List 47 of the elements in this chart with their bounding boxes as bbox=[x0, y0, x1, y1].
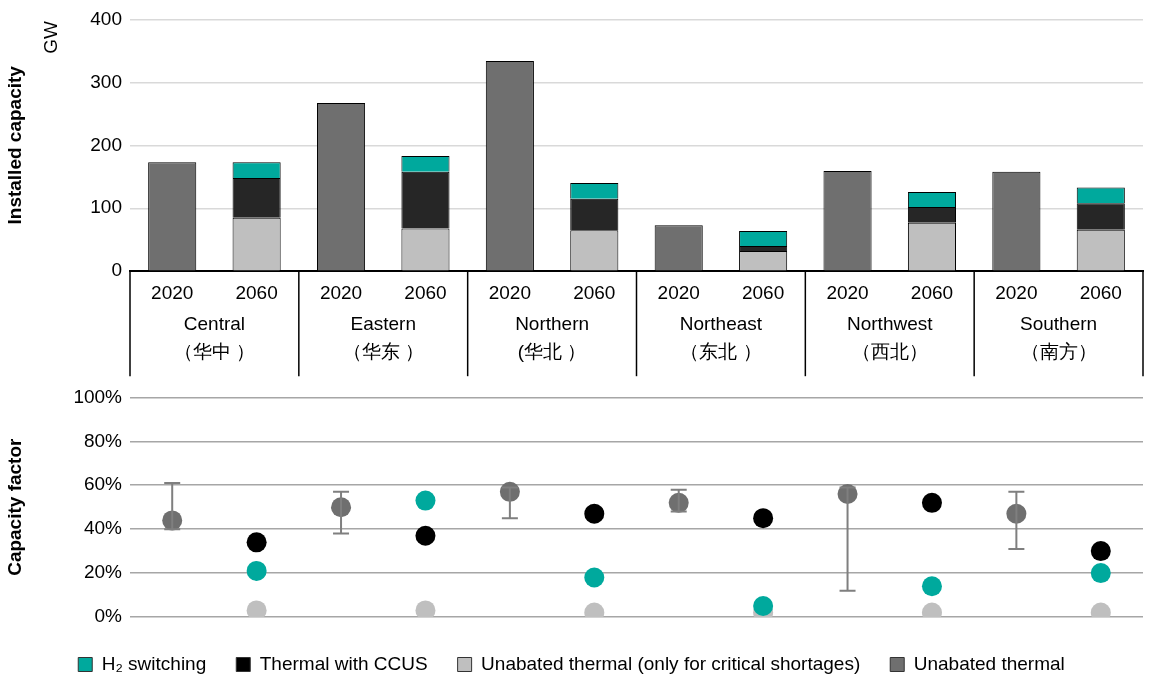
point bbox=[246, 532, 267, 553]
y-tick-label: 300 bbox=[90, 70, 122, 92]
y-tick-label: 0% bbox=[94, 605, 123, 627]
point bbox=[1090, 541, 1111, 562]
x-tick-label: 2020 bbox=[488, 281, 532, 303]
text: Northern (华北 ） bbox=[515, 313, 590, 363]
y-tick-label: 200 bbox=[90, 133, 122, 155]
x-tick-label: 2020 bbox=[826, 281, 869, 303]
y-tick-label: 60% bbox=[83, 473, 123, 495]
x-tick-label: 2060 bbox=[573, 281, 616, 303]
point bbox=[415, 490, 436, 511]
x-tick-label: 2060 bbox=[235, 281, 278, 303]
y-tick-label: 40% bbox=[83, 517, 123, 539]
text: Northwest （西北） bbox=[846, 313, 934, 363]
x-tick-label: 2020 bbox=[995, 281, 1038, 303]
legend-label: Unabated thermal bbox=[913, 652, 1065, 674]
text: Eastern （华东 ） bbox=[342, 313, 424, 363]
point bbox=[1090, 563, 1111, 584]
point bbox=[584, 567, 605, 588]
y-tick-label: 80% bbox=[83, 429, 123, 451]
text: GW bbox=[40, 20, 62, 54]
legend-label: Unabated thermal (only for critical shortages) bbox=[481, 652, 861, 674]
legend-label: H₂ switching bbox=[101, 652, 207, 674]
x-tick-label: 2060 bbox=[910, 281, 954, 303]
y-tick-label: 0 bbox=[111, 259, 122, 281]
x-tick-label: 2020 bbox=[151, 281, 194, 303]
legend-label: Thermal with CCUS bbox=[259, 652, 428, 674]
y-tick-label: 100 bbox=[90, 196, 122, 218]
text: Northeast （东北 ） bbox=[679, 313, 763, 363]
point bbox=[921, 492, 942, 513]
y-axis-title: Capacity factor bbox=[3, 437, 25, 576]
y-axis-title: Installed capacity bbox=[3, 65, 25, 225]
point bbox=[753, 508, 774, 529]
x-tick-label: 2020 bbox=[319, 281, 363, 303]
y-tick-label: 100% bbox=[73, 385, 123, 407]
x-tick-label: 2020 bbox=[657, 281, 700, 303]
point bbox=[584, 503, 605, 524]
y-tick-label: 400 bbox=[90, 7, 122, 29]
text: Southern （南方） bbox=[1020, 313, 1098, 363]
point bbox=[921, 576, 942, 597]
x-tick-label: 2060 bbox=[741, 281, 785, 303]
x-tick-label: 2060 bbox=[1079, 281, 1122, 303]
point bbox=[246, 560, 267, 581]
y-tick-label: 20% bbox=[83, 561, 123, 583]
point bbox=[415, 525, 436, 546]
text: Central （华中 ） bbox=[173, 313, 256, 363]
x-tick-label: 2060 bbox=[404, 281, 447, 303]
